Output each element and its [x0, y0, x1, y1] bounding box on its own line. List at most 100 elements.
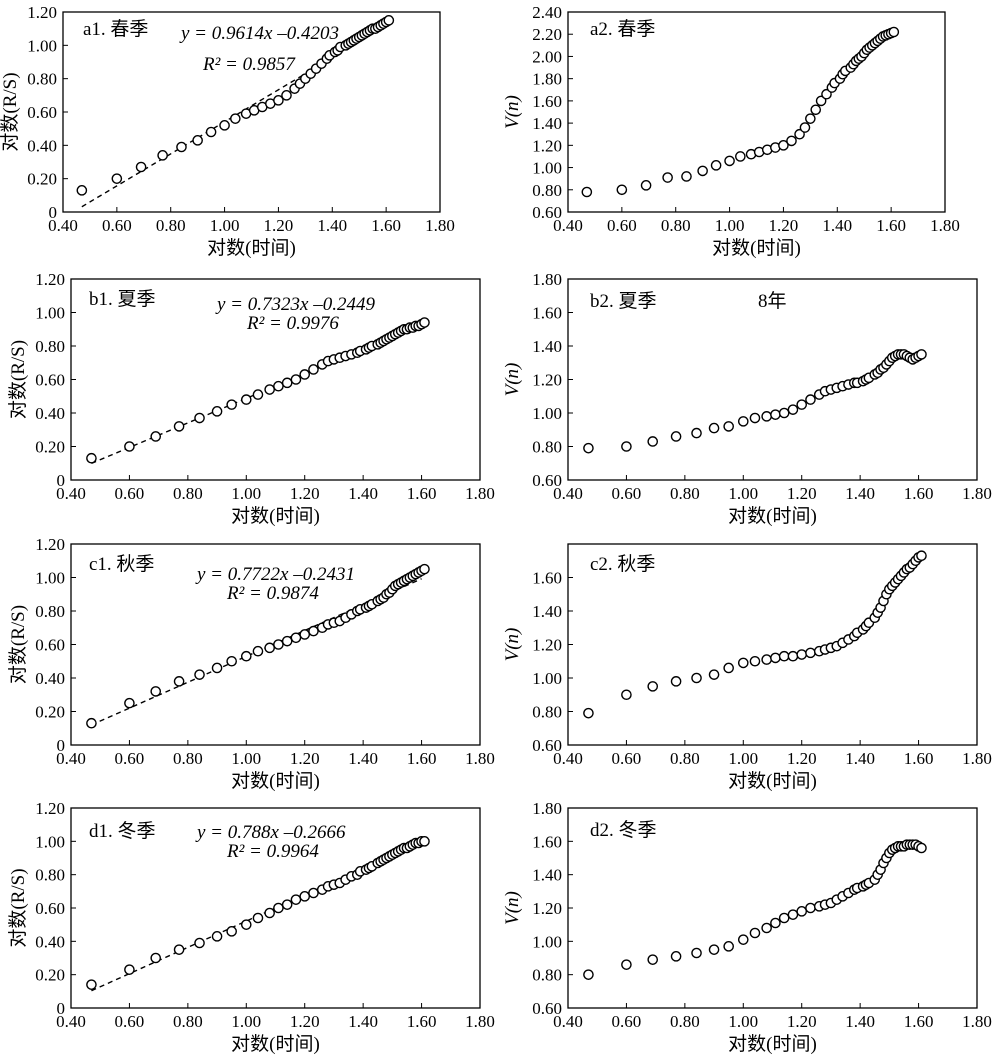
y-tick-label: 0: [49, 203, 58, 222]
data-point: [708, 422, 720, 434]
data-point: [194, 412, 205, 424]
data-point: [787, 909, 799, 920]
data-point: [916, 550, 927, 562]
fit-equation: y = 0.7323x –0.2449: [215, 294, 375, 315]
data-point: [252, 389, 264, 400]
data-point: [778, 912, 790, 924]
data-point: [723, 941, 734, 952]
data-point: [794, 128, 805, 140]
data-point: [583, 707, 594, 719]
panel-b1: 0.40 0.60 0.80 1.00 1.20 1.40 1.60 1.80 0 0.20 0.4…: [7, 270, 495, 527]
data-point: [226, 399, 237, 410]
panel-title: d2. 冬季: [590, 819, 657, 841]
x-tick-label: 1.20: [769, 216, 799, 235]
y-tick-label: 0.20: [27, 170, 57, 189]
data-point: [778, 140, 789, 151]
y-tick-label: 1.80: [532, 270, 562, 289]
panel-d1: 0.40 0.60 0.80 1.00 1.20 1.40 1.60 1.80 0 0.20 0.4…: [7, 799, 495, 1055]
x-tick-label: 0.40: [48, 216, 78, 235]
data-point: [173, 421, 185, 432]
y-axis-label: V(n): [502, 95, 523, 129]
data-point: [737, 657, 749, 669]
data-point: [761, 922, 772, 934]
data-point: [691, 947, 702, 959]
data-point: [737, 934, 749, 945]
y-tick-label: 0.60: [532, 471, 562, 490]
r-squared: R² = 0.9857: [202, 54, 296, 75]
x-tick-label: 0.80: [156, 216, 186, 235]
x-tick-label: 1.60: [407, 484, 437, 503]
x-tick-label: 1.20: [787, 484, 817, 503]
y-tick-label: 2.00: [532, 47, 562, 66]
data-point: [805, 113, 816, 124]
y-tick-label: 1.20: [35, 270, 65, 289]
x-tick-label: 1.00: [728, 484, 758, 503]
plot-frame: [567, 11, 946, 213]
data-point: [670, 676, 682, 687]
x-tick-label: 1.00: [728, 749, 758, 768]
data-point: [888, 26, 900, 38]
x-tick-label: 1.00: [715, 216, 745, 235]
data-point: [111, 173, 123, 184]
panel-d2: 0.40 0.60 0.80 1.00 1.20 1.40 1.60 1.800.600.80…: [502, 799, 992, 1055]
data-point: [670, 431, 682, 442]
r-squared: R² = 0.9874: [226, 583, 319, 604]
x-tick-label: 1.80: [465, 484, 495, 503]
x-tick-label: 1.00: [231, 1012, 261, 1031]
panel-title: b2. 夏季: [590, 290, 657, 312]
data-point: [211, 931, 223, 942]
x-tick-label: 1.40: [348, 749, 378, 768]
data-point: [697, 165, 708, 177]
data-point: [710, 160, 722, 171]
y-axis-label: V(n): [502, 891, 523, 925]
x-tick-label: 1.40: [845, 749, 875, 768]
data-point: [691, 672, 702, 684]
y-tick-label: 0.80: [532, 703, 562, 722]
x-tick-label: 0.40: [56, 484, 86, 503]
panel-title: a1. 春季: [83, 18, 148, 40]
data-point: [805, 902, 816, 914]
data-point: [281, 899, 293, 910]
data-point: [176, 141, 187, 153]
y-tick-label: 0.80: [532, 966, 562, 985]
y-tick-label: 2.20: [532, 25, 562, 44]
data-point: [264, 907, 275, 919]
y-tick-label: 0.60: [35, 371, 65, 390]
x-tick-label: 0.60: [115, 1012, 145, 1031]
data-point: [787, 650, 799, 662]
data-point: [805, 394, 816, 405]
data-point: [770, 652, 781, 664]
x-tick-label: 0.80: [173, 749, 203, 768]
r-squared: R² = 0.9976: [246, 313, 339, 334]
data-point: [419, 836, 430, 847]
x-tick-label: 1.00: [728, 1012, 758, 1031]
data-point: [264, 642, 275, 654]
panel-title: a2. 春季: [590, 18, 655, 40]
y-tick-label: 0.60: [27, 103, 57, 122]
x-tick-label: 1.60: [876, 216, 906, 235]
data-point: [761, 411, 772, 422]
data-point: [308, 625, 319, 637]
data-point: [761, 654, 772, 665]
data-point: [916, 842, 927, 854]
x-tick-label: 1.60: [904, 749, 934, 768]
x-tick-label: 1.40: [317, 216, 347, 235]
y-tick-label: 1.40: [532, 114, 562, 133]
y-tick-label: 1.00: [532, 932, 562, 951]
fit-equation: y = 0.788x –0.2666: [195, 822, 346, 843]
data-point: [735, 151, 746, 162]
data-point: [581, 186, 593, 198]
x-tick-label: 0.40: [553, 749, 583, 768]
panel-title: b1. 夏季: [89, 288, 156, 310]
y-tick-label: 1.00: [35, 569, 65, 588]
x-tick-label: 1.80: [962, 1012, 992, 1031]
y-tick-label: 1.80: [532, 70, 562, 89]
data-point: [150, 686, 162, 697]
data-point: [205, 126, 217, 138]
data-point: [192, 135, 203, 146]
data-point: [621, 959, 632, 970]
data-point: [805, 647, 816, 659]
data-point: [240, 919, 252, 930]
data-point: [299, 629, 311, 640]
